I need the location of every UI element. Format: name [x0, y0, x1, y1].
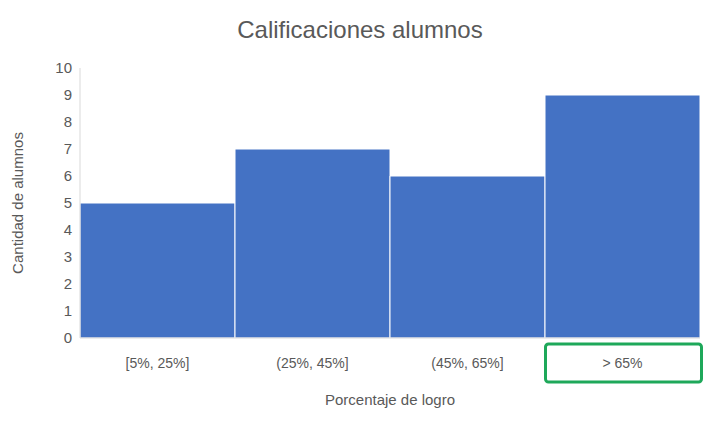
- svg-text:7: 7: [64, 140, 72, 157]
- svg-text:Cantidad de alumnos: Cantidad de alumnos: [9, 132, 26, 274]
- svg-text:0: 0: [64, 329, 72, 346]
- svg-text:(45%, 65%]: (45%, 65%]: [431, 355, 503, 371]
- svg-text:(25%, 45%]: (25%, 45%]: [276, 355, 348, 371]
- svg-text:> 65%: > 65%: [602, 355, 642, 371]
- svg-text:2: 2: [64, 275, 72, 292]
- svg-text:9: 9: [64, 86, 72, 103]
- svg-text:Porcentaje de logro: Porcentaje de logro: [325, 391, 455, 408]
- svg-text:6: 6: [64, 167, 72, 184]
- svg-text:4: 4: [64, 221, 72, 238]
- svg-text:3: 3: [64, 248, 72, 265]
- svg-text:5: 5: [64, 194, 72, 211]
- svg-text:1: 1: [64, 302, 72, 319]
- svg-text:10: 10: [55, 59, 72, 76]
- svg-text:8: 8: [64, 113, 72, 130]
- svg-text:[5%, 25%]: [5%, 25%]: [126, 355, 190, 371]
- html-text:Calificaciones alumnos: Calificaciones alumnos: [237, 16, 483, 43]
